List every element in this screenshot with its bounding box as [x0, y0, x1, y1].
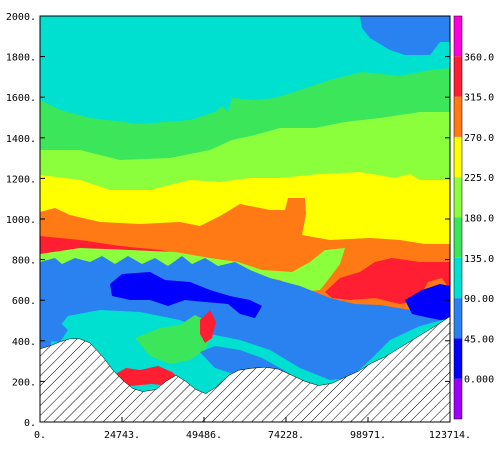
colorbar-swatch [454, 257, 462, 299]
x-tick-label: 49486. [186, 430, 222, 441]
x-tick-label: 98971. [350, 430, 386, 441]
colorbar-swatch [454, 56, 462, 97]
terrain-hatched-region [39, 315, 451, 423]
contour-darkblue-right-edge [405, 284, 450, 322]
colorbar-swatch [454, 338, 462, 379]
y-tick-label: 2000. [6, 12, 36, 23]
colorbar-label: 90.00 [464, 294, 494, 305]
colorbar-label: 180.0 [464, 214, 494, 225]
y-tick-label: 1600. [6, 93, 36, 104]
colorbar-label: 225.0 [464, 173, 494, 184]
colorbar-swatch [454, 217, 462, 258]
y-tick-label: 200. [12, 377, 36, 388]
x-tick-label: 74228. [268, 430, 304, 441]
colorbar-swatch [454, 136, 462, 178]
plot-area [40, 16, 450, 422]
colorbar-label: 45.00 [464, 334, 494, 345]
colorbar-swatch [454, 378, 462, 419]
contour-lightgreen-mid [40, 248, 345, 292]
y-tick-label: 1200. [6, 174, 36, 185]
y-axis: 0. 200. 400. 600. 800. 1000. 1200. 1400. 1600. 18… [6, 12, 450, 429]
colorbar-frame [453, 15, 463, 420]
contour-red-spot [200, 310, 216, 343]
colorbar-label: 270.0 [464, 133, 494, 144]
colorbar-label: 135.0 [464, 254, 494, 265]
colorbar-label: 360.0 [464, 52, 494, 63]
y-tick-label: 1000. [6, 215, 36, 226]
x-axis: 0. 24743. 49486. 74228. 98971. 123714. [34, 417, 471, 441]
y-tick-label: 400. [12, 337, 36, 348]
y-tick-label: 600. [12, 296, 36, 307]
colorbar-swatch [454, 298, 462, 339]
y-tick-label: 0. [24, 418, 36, 429]
colorbar-swatch [454, 96, 462, 137]
contour-darkblue-large [110, 272, 262, 318]
x-tick-label: 0. [34, 430, 46, 441]
y-tick-label: 800. [12, 256, 36, 267]
x-tick-label: 24743. [104, 430, 140, 441]
colorbar-swatch [454, 177, 462, 218]
contour-green-lower [135, 315, 212, 364]
y-tick-label: 1800. [6, 53, 36, 64]
contour-blue-upper-right [360, 16, 450, 55]
y-tick-label: 1400. [6, 134, 36, 145]
colorbar: 0.000 45.00 90.00 135.0 180.0 225.0 270.0 315.0… [453, 15, 494, 420]
colorbar-label: 315.0 [464, 93, 494, 104]
x-tick-label: 123714. [429, 430, 471, 441]
colorbar-swatch [454, 16, 462, 57]
colorbar-label: 0.000 [464, 375, 494, 386]
contour-blue-left-edge [40, 318, 68, 342]
terrain [39, 315, 451, 423]
